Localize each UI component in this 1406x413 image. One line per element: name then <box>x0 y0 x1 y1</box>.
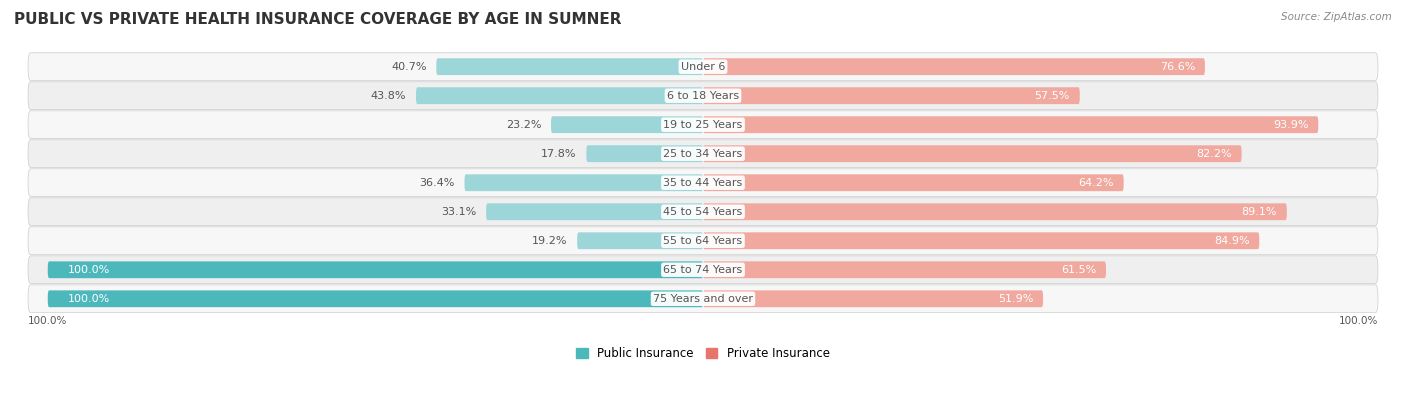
Text: 19 to 25 Years: 19 to 25 Years <box>664 120 742 130</box>
FancyBboxPatch shape <box>578 233 703 249</box>
FancyBboxPatch shape <box>703 58 1205 75</box>
Text: 23.2%: 23.2% <box>506 120 541 130</box>
Text: 57.5%: 57.5% <box>1035 91 1070 101</box>
FancyBboxPatch shape <box>48 290 703 307</box>
Text: 64.2%: 64.2% <box>1078 178 1114 188</box>
FancyBboxPatch shape <box>28 285 1378 313</box>
FancyBboxPatch shape <box>486 203 703 220</box>
FancyBboxPatch shape <box>28 140 1378 168</box>
FancyBboxPatch shape <box>703 203 1286 220</box>
FancyBboxPatch shape <box>703 261 1107 278</box>
Text: 6 to 18 Years: 6 to 18 Years <box>666 91 740 101</box>
FancyBboxPatch shape <box>436 58 703 75</box>
FancyBboxPatch shape <box>551 116 703 133</box>
Text: 40.7%: 40.7% <box>391 62 426 72</box>
FancyBboxPatch shape <box>28 256 1378 284</box>
Text: 65 to 74 Years: 65 to 74 Years <box>664 265 742 275</box>
Text: 55 to 64 Years: 55 to 64 Years <box>664 236 742 246</box>
FancyBboxPatch shape <box>703 116 1319 133</box>
Text: 75 Years and over: 75 Years and over <box>652 294 754 304</box>
FancyBboxPatch shape <box>703 233 1260 249</box>
FancyBboxPatch shape <box>416 87 703 104</box>
Text: 45 to 54 Years: 45 to 54 Years <box>664 207 742 217</box>
FancyBboxPatch shape <box>586 145 703 162</box>
FancyBboxPatch shape <box>703 145 1241 162</box>
FancyBboxPatch shape <box>48 261 703 278</box>
Text: 84.9%: 84.9% <box>1213 236 1250 246</box>
Text: Under 6: Under 6 <box>681 62 725 72</box>
Legend: Public Insurance, Private Insurance: Public Insurance, Private Insurance <box>571 342 835 365</box>
Text: 100.0%: 100.0% <box>67 265 110 275</box>
Text: 43.8%: 43.8% <box>371 91 406 101</box>
Text: 36.4%: 36.4% <box>419 178 454 188</box>
Text: 25 to 34 Years: 25 to 34 Years <box>664 149 742 159</box>
Text: 100.0%: 100.0% <box>67 294 110 304</box>
FancyBboxPatch shape <box>28 53 1378 81</box>
Text: 100.0%: 100.0% <box>28 316 67 325</box>
Text: 82.2%: 82.2% <box>1197 149 1232 159</box>
Text: Source: ZipAtlas.com: Source: ZipAtlas.com <box>1281 12 1392 22</box>
FancyBboxPatch shape <box>28 111 1378 139</box>
FancyBboxPatch shape <box>703 290 1043 307</box>
FancyBboxPatch shape <box>28 198 1378 225</box>
Text: 33.1%: 33.1% <box>441 207 477 217</box>
Text: 100.0%: 100.0% <box>1339 316 1378 325</box>
Text: 17.8%: 17.8% <box>541 149 576 159</box>
Text: 51.9%: 51.9% <box>998 294 1033 304</box>
Text: 19.2%: 19.2% <box>531 236 568 246</box>
FancyBboxPatch shape <box>28 227 1378 255</box>
Text: 61.5%: 61.5% <box>1062 265 1097 275</box>
Text: 76.6%: 76.6% <box>1160 62 1195 72</box>
Text: PUBLIC VS PRIVATE HEALTH INSURANCE COVERAGE BY AGE IN SUMNER: PUBLIC VS PRIVATE HEALTH INSURANCE COVER… <box>14 12 621 27</box>
FancyBboxPatch shape <box>28 82 1378 109</box>
FancyBboxPatch shape <box>28 169 1378 197</box>
Text: 93.9%: 93.9% <box>1272 120 1309 130</box>
FancyBboxPatch shape <box>703 87 1080 104</box>
Text: 89.1%: 89.1% <box>1241 207 1277 217</box>
FancyBboxPatch shape <box>703 174 1123 191</box>
Text: 35 to 44 Years: 35 to 44 Years <box>664 178 742 188</box>
FancyBboxPatch shape <box>464 174 703 191</box>
